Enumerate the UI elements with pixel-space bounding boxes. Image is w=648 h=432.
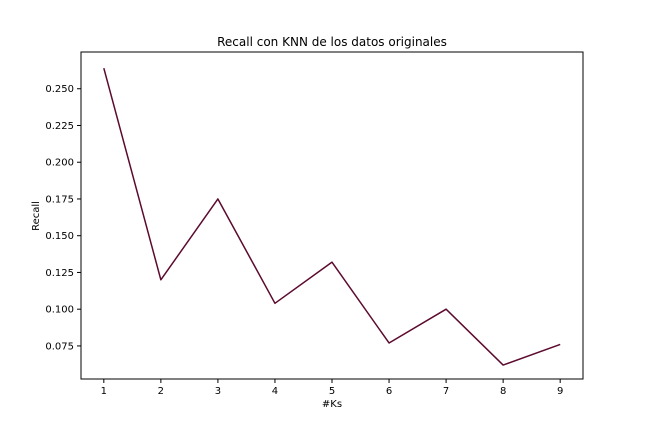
plot-frame bbox=[80, 51, 584, 380]
y-tick-label: 0.200 bbox=[45, 158, 74, 169]
y-tick-label: 0.150 bbox=[45, 231, 74, 242]
y-tick-label: 0.125 bbox=[45, 268, 74, 279]
x-tick-label: 9 bbox=[557, 386, 563, 397]
x-tick-label: 7 bbox=[443, 386, 449, 397]
y-axis: 0.075 0.100 0.125 0.150 0.175 0.200 0.225 0.250 bbox=[45, 84, 81, 352]
x-tick-label: 2 bbox=[158, 386, 164, 397]
series-line bbox=[103, 67, 561, 366]
plot-area bbox=[103, 67, 561, 366]
x-tick-label: 1 bbox=[101, 386, 107, 397]
x-tick-label: 6 bbox=[386, 386, 392, 397]
y-tick-label: 0.250 bbox=[45, 84, 74, 95]
y-axis-label: Recall bbox=[31, 201, 42, 231]
x-axis: 1 2 3 4 5 6 7 8 9 bbox=[101, 379, 563, 397]
y-tick-label: 0.175 bbox=[45, 194, 74, 205]
x-tick-label: 3 bbox=[215, 386, 221, 397]
y-tick-label: 0.075 bbox=[45, 341, 74, 352]
x-axis-label: #Ks bbox=[322, 399, 342, 410]
x-tick-label: 8 bbox=[500, 386, 506, 397]
y-tick-label: 0.100 bbox=[45, 305, 74, 316]
x-tick-label: 5 bbox=[329, 386, 335, 397]
chart-title: Recall con KNN de los datos originales bbox=[217, 35, 447, 49]
x-tick-label: 4 bbox=[272, 386, 278, 397]
y-tick-label: 0.225 bbox=[45, 121, 74, 132]
